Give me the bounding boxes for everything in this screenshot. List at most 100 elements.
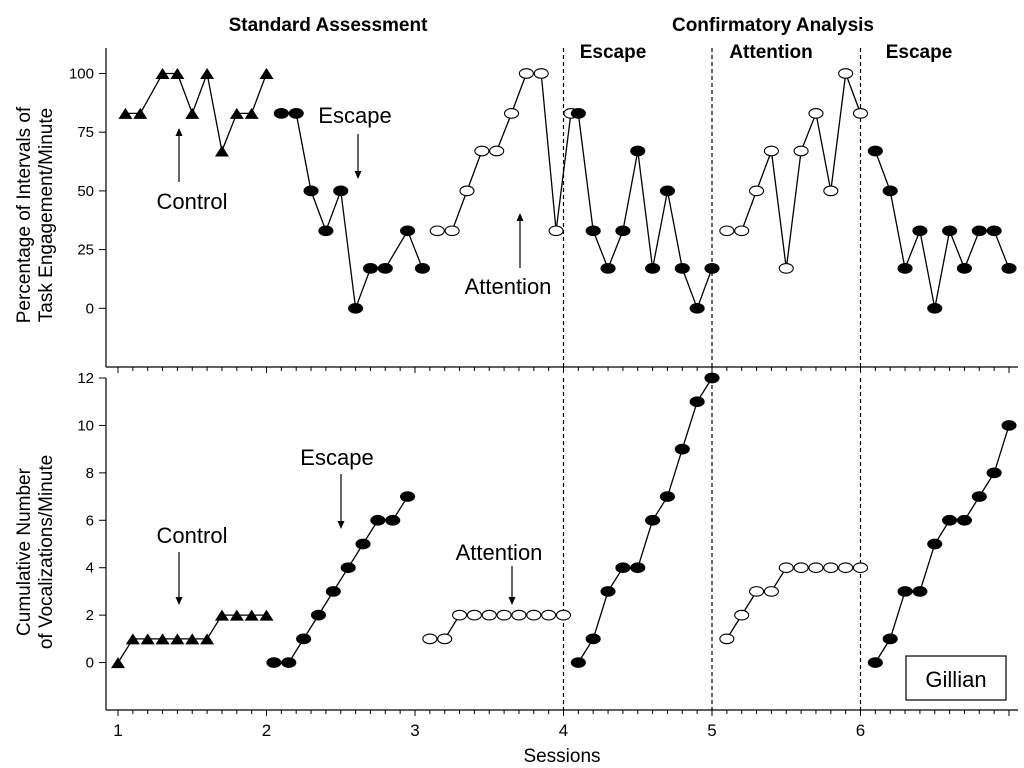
top-marker-filled-circle — [273, 108, 289, 119]
bottom-marker-triangle — [140, 633, 155, 645]
top-marker-open-circle — [548, 225, 564, 237]
top-y-tick-label: 0 — [86, 300, 94, 317]
top-marker-filled-circle — [674, 263, 690, 274]
top-marker-triangle — [170, 67, 185, 79]
participant-label: Gillian — [925, 667, 986, 692]
bottom-marker-filled-circle — [659, 491, 676, 502]
bottom-y-tick-label: 8 — [86, 465, 94, 482]
top-marker-triangle — [214, 145, 229, 157]
top-arrowhead-attention — [516, 213, 524, 221]
top-marker-open-circle — [429, 225, 445, 237]
bottom-marker-open-circle — [422, 633, 438, 645]
bottom-marker-triangle — [259, 609, 274, 621]
bottom-y-tick-label: 10 — [77, 417, 94, 434]
bottom-arrowhead-attention — [508, 597, 516, 605]
bottom-marker-open-circle — [808, 562, 824, 574]
top-arrowhead-escape — [354, 171, 362, 179]
top-marker-open-circle — [719, 225, 735, 237]
bottom-marker-filled-circle — [370, 514, 386, 526]
top-marker-filled-circle — [897, 263, 913, 274]
top-marker-filled-circle — [882, 185, 898, 197]
top-marker-triangle — [133, 107, 148, 119]
top-marker-filled-circle — [645, 263, 661, 274]
top-marker-filled-circle — [986, 225, 1002, 237]
bottom-y-tick-label: 0 — [86, 655, 94, 672]
top-series-line-1 — [281, 112, 424, 309]
participant-box — [905, 655, 1007, 701]
bottom-marker-filled-circle — [570, 657, 586, 668]
bottom-marker-filled-circle — [585, 633, 601, 645]
top-marker-filled-circle — [942, 225, 958, 237]
bottom-marker-open-circle — [526, 609, 542, 621]
top-marker-triangle — [200, 67, 215, 79]
bottom-marker-filled-circle — [689, 396, 705, 408]
top-annotation-control: Control — [157, 189, 228, 214]
bottom-y-tick-label: 4 — [86, 560, 94, 577]
bottom-annotation-attention: Attention — [456, 540, 543, 565]
top-marker-triangle — [259, 67, 274, 79]
bottom-marker-open-circle — [852, 562, 869, 574]
bottom-marker-open-circle — [541, 609, 557, 621]
top-marker-open-circle — [734, 225, 750, 237]
bottom-y-tick-label: 6 — [86, 512, 94, 529]
bottom-marker-filled-circle — [355, 538, 371, 550]
x-tick-label: 3 — [410, 721, 419, 740]
top-marker-open-circle — [518, 68, 534, 79]
bottom-marker-triangle — [155, 633, 170, 645]
top-y-tick-label: 50 — [77, 183, 94, 200]
top-y-tick-label: 100 — [69, 65, 94, 82]
top-marker-filled-circle — [414, 263, 430, 274]
bottom-series-line-3 — [577, 377, 713, 663]
bottom-marker-open-circle — [734, 609, 750, 621]
bottom-marker-filled-circle — [882, 633, 898, 645]
bottom-marker-filled-circle — [1001, 420, 1017, 431]
top-marker-filled-circle — [1001, 263, 1017, 274]
bottom-marker-filled-circle — [927, 538, 943, 550]
top-marker-filled-circle — [689, 302, 705, 314]
bottom-marker-filled-circle — [971, 491, 987, 502]
bottom-marker-filled-circle — [956, 514, 973, 526]
bottom-marker-open-circle — [823, 562, 839, 574]
top-annotation-attention: Attention — [465, 274, 552, 299]
top-marker-open-circle — [533, 68, 549, 79]
top-series-line-2 — [437, 72, 572, 232]
bottom-marker-filled-circle — [340, 562, 356, 574]
top-marker-filled-circle — [971, 225, 987, 237]
top-marker-open-circle — [823, 185, 839, 197]
bottom-marker-filled-circle — [296, 633, 312, 645]
x-tick-label: 2 — [262, 721, 271, 740]
bottom-marker-filled-circle — [912, 586, 928, 597]
bottom-marker-filled-circle — [897, 586, 913, 597]
bottom-marker-filled-circle — [281, 657, 297, 668]
top-marker-open-circle — [503, 108, 520, 119]
top-marker-filled-circle — [912, 225, 928, 237]
bottom-marker-open-circle — [793, 562, 809, 574]
top-marker-filled-circle — [615, 225, 631, 237]
bottom-ylabel-line-1: Cumulative Number — [14, 467, 35, 636]
top-marker-filled-circle — [288, 108, 304, 119]
top-marker-filled-circle — [630, 145, 646, 157]
top-marker-open-circle — [763, 145, 779, 157]
x-tick-label: 1 — [113, 721, 122, 740]
bottom-series-line-5 — [874, 425, 1010, 663]
top-marker-filled-circle — [333, 185, 349, 197]
top-marker-triangle — [244, 107, 259, 119]
top-marker-triangle — [118, 107, 133, 119]
bottom-marker-triangle — [125, 633, 140, 645]
top-marker-open-circle — [459, 185, 475, 197]
bottom-marker-open-circle — [838, 562, 854, 574]
top-series-line-3 — [577, 113, 713, 311]
bottom-marker-filled-circle — [867, 657, 883, 668]
top-marker-triangle — [229, 107, 244, 119]
bottom-marker-triangle — [111, 657, 125, 669]
top-marker-filled-circle — [585, 225, 601, 237]
bottom-annotation-escape: Escape — [300, 445, 373, 470]
bottom-marker-triangle — [214, 609, 229, 621]
bottom-marker-open-circle — [437, 633, 453, 645]
bottom-marker-filled-circle — [704, 372, 720, 384]
top-marker-filled-circle — [348, 302, 364, 314]
top-y-tick-label: 25 — [77, 242, 94, 259]
top-marker-filled-circle — [600, 263, 616, 274]
top-ylabel-line-2: Task Engagement/Minute — [36, 108, 57, 322]
x-tick-label: 4 — [559, 721, 568, 740]
